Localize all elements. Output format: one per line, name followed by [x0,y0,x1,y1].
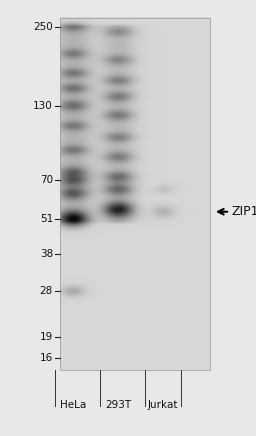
Text: Jurkat: Jurkat [148,400,178,410]
Text: 19: 19 [40,333,53,342]
Text: 38: 38 [40,249,53,259]
Bar [60,18,210,370]
Text: 70: 70 [40,176,53,185]
Text: 28: 28 [40,286,53,296]
Bar [60,18,210,370]
Text: HeLa: HeLa [60,400,86,410]
Text: 293T: 293T [105,400,131,410]
Text: 16: 16 [40,353,53,363]
Text: 250: 250 [33,22,53,32]
Text: 51: 51 [40,214,53,224]
Text: 130: 130 [33,101,53,111]
Text: ZIP14: ZIP14 [232,205,256,218]
